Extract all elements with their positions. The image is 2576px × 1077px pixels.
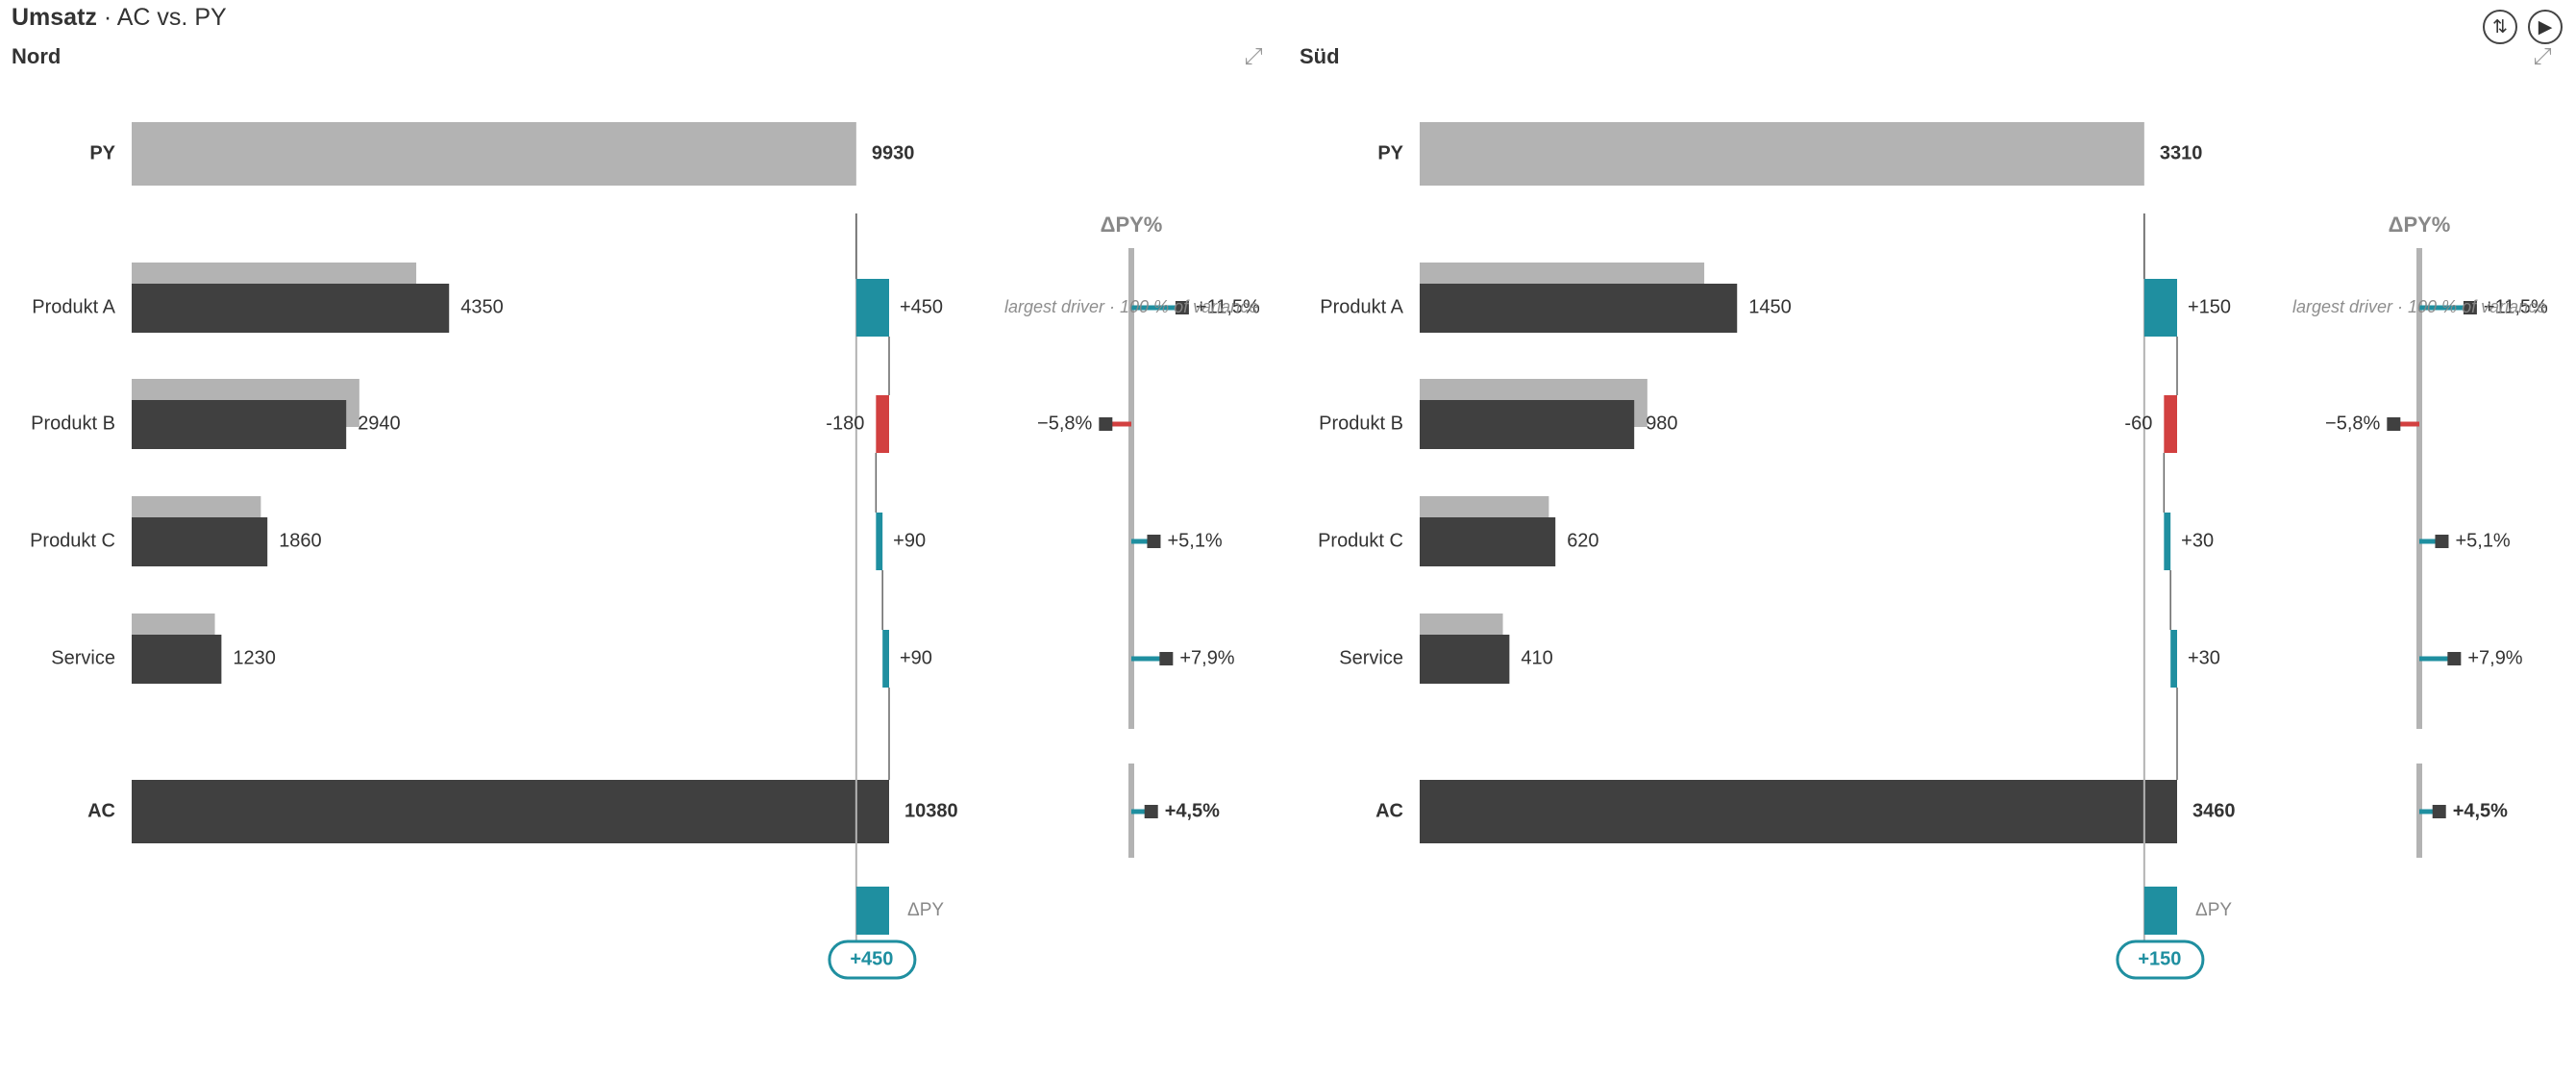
delta-bar (2170, 630, 2177, 688)
page-title-suffix: · AC vs. PY (96, 4, 227, 31)
play-icon[interactable]: ▶ (2528, 10, 2563, 44)
sort-icon[interactable]: ⇅ (2483, 10, 2517, 44)
category-label: Produkt B (31, 413, 115, 434)
delta-total-bar (2143, 887, 2177, 935)
ac-total-bar (132, 780, 889, 843)
delta-total-label: +150 (2138, 948, 2181, 969)
ac-total-bar (1420, 780, 2177, 843)
ac-bar (1420, 284, 1738, 333)
ac-bar (132, 635, 222, 684)
category-label: Produkt A (1320, 296, 1403, 317)
delta-total-pill (828, 939, 917, 980)
py-total-value: 3310 (2160, 142, 2203, 163)
ac-total-label: AC (1375, 800, 1403, 821)
pct-value-label: +11,5% (2484, 296, 2548, 317)
delta-value-label: -60 (2124, 413, 2152, 434)
delta-bar (2164, 395, 2177, 453)
pct-marker (1147, 535, 1161, 548)
pct-value-label: +11,5% (1196, 296, 1260, 317)
delta-value-label: +90 (893, 530, 926, 551)
pct-marker (1159, 652, 1174, 665)
ac-bar (132, 517, 268, 566)
pct-marker (2463, 301, 2477, 314)
category-label: Produkt B (1319, 413, 1403, 434)
ac-bar (1420, 635, 1510, 684)
ac-value-label: 4350 (460, 296, 504, 317)
pct-title: ΔPY% (2389, 213, 2451, 237)
ac-total-value: 10380 (904, 800, 958, 821)
ac-value-label: 1230 (233, 647, 276, 668)
ac-value-label: 620 (1567, 530, 1598, 551)
pct-value-label: −5,8% (1037, 413, 1092, 434)
delta-value-label: +30 (2188, 647, 2220, 668)
pct-axis (2416, 248, 2422, 729)
py-total-value: 9930 (872, 142, 915, 163)
pct-marker (1144, 805, 1158, 818)
delta-bar (882, 630, 889, 688)
page-title-main: Umsatz (12, 4, 97, 31)
ac-value-label: 1450 (1748, 296, 1792, 317)
ac-value-label: 410 (1521, 647, 1552, 668)
category-label: Service (1339, 647, 1403, 668)
delta-value-label: -180 (826, 413, 864, 434)
py-total-bar (132, 122, 856, 186)
delta-bar (876, 513, 883, 570)
delta-axis-label: ΔPY (2195, 900, 2232, 920)
expand-icon[interactable]: ⤢ (1244, 43, 1262, 69)
pct-value-label: +4,5% (1165, 800, 1220, 821)
category-label: Service (51, 647, 115, 668)
delta-bar (2164, 513, 2171, 570)
category-label: Produkt A (32, 296, 115, 317)
delta-total-pill (2116, 939, 2205, 980)
pct-marker (1175, 301, 1189, 314)
pct-value-label: +5,1% (1167, 530, 1222, 551)
delta-bar (2143, 279, 2177, 337)
pct-marker (2447, 652, 2462, 665)
pct-value-label: +4,5% (2453, 800, 2508, 821)
delta-total-label: +450 (850, 948, 893, 969)
py-total-bar (1420, 122, 2144, 186)
panel-title: Nord (12, 44, 61, 68)
pct-marker (1099, 417, 1113, 431)
page-title: Umsatz · AC vs. PY (12, 4, 227, 32)
ac-bar (1420, 400, 1635, 449)
ac-value-label: 2940 (358, 413, 401, 434)
delta-value-label: +450 (900, 296, 943, 317)
ac-bar (132, 284, 450, 333)
pct-value-label: +5,1% (2455, 530, 2510, 551)
ac-bar (1420, 517, 1556, 566)
category-label: Produkt C (30, 530, 115, 551)
pct-value-label: −5,8% (2325, 413, 2380, 434)
ac-bar (132, 400, 347, 449)
delta-bar (855, 279, 889, 337)
driver-annotation: largest driver · 100 % of variance (1004, 297, 1258, 316)
delta-value-label: +90 (900, 647, 932, 668)
pct-axis (1128, 248, 1134, 729)
py-total-label: PY (1377, 142, 1403, 163)
delta-value-label: +150 (2188, 296, 2231, 317)
pct-marker (2432, 805, 2446, 818)
pct-marker (2387, 417, 2401, 431)
driver-annotation: largest driver · 100 % of variance (2292, 297, 2546, 316)
pct-value-label: +7,9% (1179, 647, 1234, 668)
ac-value-label: 980 (1646, 413, 1677, 434)
panel-title: Süd (1300, 44, 1340, 68)
ac-total-value: 3460 (2192, 800, 2236, 821)
pct-marker (2435, 535, 2449, 548)
delta-value-label: +30 (2181, 530, 2214, 551)
delta-axis-label: ΔPY (907, 900, 944, 920)
ac-value-label: 1860 (279, 530, 322, 551)
pct-title: ΔPY% (1101, 213, 1163, 237)
pct-value-label: +7,9% (2467, 647, 2522, 668)
category-label: Produkt C (1318, 530, 1403, 551)
expand-icon[interactable]: ⤢ (2533, 43, 2551, 69)
delta-bar (876, 395, 889, 453)
ac-total-label: AC (87, 800, 115, 821)
py-total-label: PY (89, 142, 115, 163)
delta-total-bar (855, 887, 889, 935)
